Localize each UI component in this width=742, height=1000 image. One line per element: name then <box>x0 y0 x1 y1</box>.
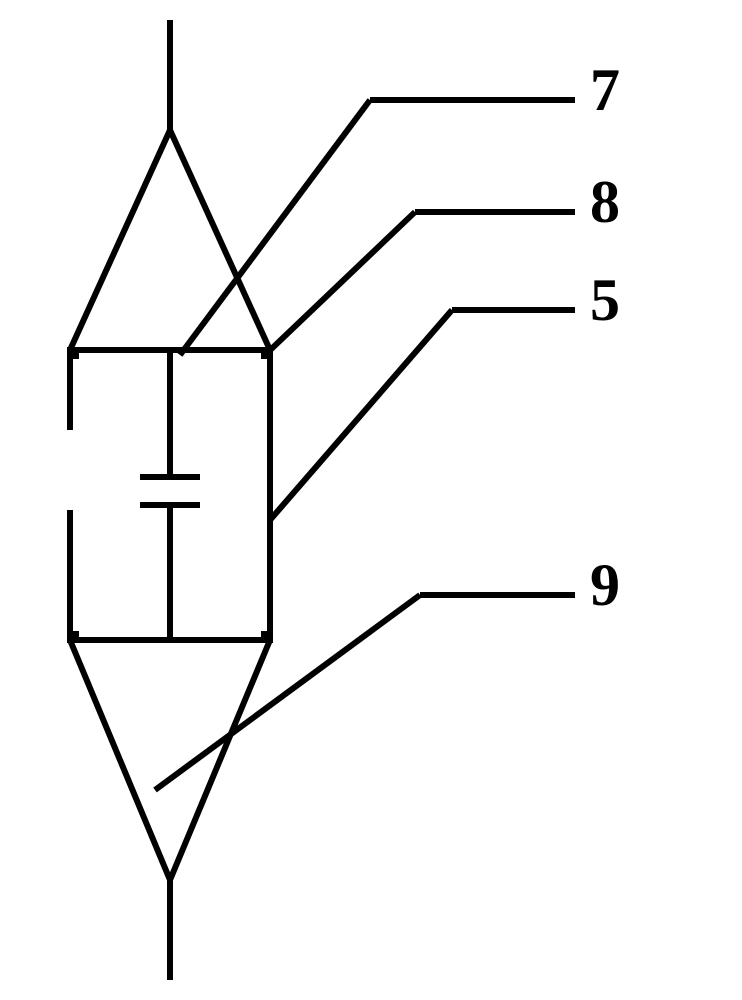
bottom-cone-right <box>170 640 270 880</box>
corner-tl <box>67 347 79 359</box>
leader-5 <box>270 310 452 520</box>
top-cone-left <box>70 130 170 350</box>
label-5: 5 <box>590 267 620 333</box>
leader-8 <box>265 212 415 355</box>
label-7: 7 <box>590 57 620 123</box>
corner-br <box>261 631 273 643</box>
leader-7 <box>180 100 370 355</box>
leader-9 <box>155 595 420 790</box>
corner-bl <box>67 631 79 643</box>
top-cone-right <box>170 130 270 350</box>
bottom-cone-left <box>70 640 170 880</box>
label-9: 9 <box>590 552 620 618</box>
label-8: 8 <box>590 169 620 235</box>
